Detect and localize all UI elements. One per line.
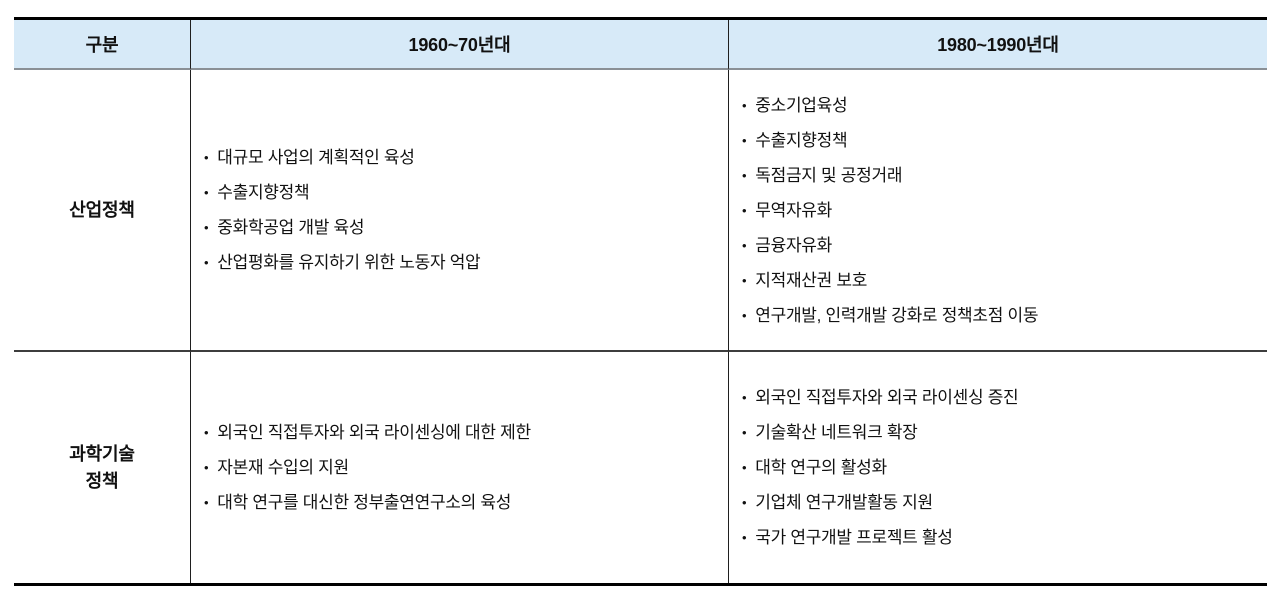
bullet-item: • 수출지향정책 — [204, 175, 718, 210]
bullet-item: • 무역자유화 — [742, 193, 1257, 228]
bullet-text: 대학 연구를 대신한 정부출연연구소의 육성 — [217, 493, 512, 512]
bullet-icon: • — [742, 202, 747, 218]
bullet-text: 외국인 직접투자와 외국 라이센싱 증진 — [755, 388, 1019, 407]
bullet-text: 국가 연구개발 프로젝트 활성 — [755, 528, 953, 547]
column-header-category: 구분 — [14, 20, 190, 70]
bullet-item: • 대규모 사업의 계획적인 육성 — [204, 140, 718, 175]
bullet-icon: • — [742, 97, 747, 113]
bullet-item: • 외국인 직접투자와 외국 라이센싱에 대한 제한 — [204, 415, 718, 450]
bullet-text: 수출지향정책 — [755, 130, 848, 150]
policy-comparison-table: 구분 1960~70년대 1980~1990년대 산업정책 • 대규모 사업의 계… — [14, 17, 1267, 586]
science-tech-1960s-list: • 외국인 직접투자와 외국 라이센싱에 대한 제한 • 자본재 수입의 지원 • 대학 … — [190, 352, 728, 583]
bullet-item: • 금융자유화 — [742, 228, 1257, 263]
bullet-icon: • — [742, 425, 747, 440]
bullet-icon: • — [204, 185, 209, 200]
bullet-icon: • — [742, 390, 747, 405]
bullet-icon: • — [742, 237, 747, 253]
label-line: 산업정책 — [69, 199, 135, 220]
science-tech-1980s-list: • 외국인 직접투자와 외국 라이센싱 증진 • 기술확산 네트워크 확장 • 대학 연구… — [728, 352, 1267, 583]
bullet-text: 대학 연구의 활성화 — [755, 458, 887, 477]
bullet-item: • 중소기업육성 — [742, 88, 1257, 123]
bullet-icon: • — [204, 255, 209, 270]
bullet-icon: • — [742, 460, 747, 475]
bullet-text: 중소기업육성 — [755, 95, 848, 115]
bullet-icon: • — [204, 425, 209, 440]
label-line: 과학기술 — [69, 443, 135, 464]
bullet-item: • 기술확산 네트워크 확장 — [742, 415, 1257, 450]
bullet-item: • 산업평화를 유지하기 위한 노동자 억압 — [204, 245, 718, 280]
bullet-icon: • — [204, 150, 209, 165]
column-header-period-1960s-label: 1960~70년대 — [408, 35, 511, 55]
bullet-item: • 기업체 연구개발활동 지원 — [742, 485, 1257, 520]
row-label-industrial-policy: 산업정책 — [14, 70, 190, 352]
bullet-item: • 수출지향정책 — [742, 123, 1257, 158]
bullet-text: 대규모 사업의 계획적인 육성 — [217, 148, 415, 167]
bullet-text: 독점금지 및 공정거래 — [755, 165, 903, 185]
bullet-text: 중화학공업 개발 육성 — [217, 218, 365, 237]
bullet-icon: • — [742, 272, 747, 288]
bullet-icon: • — [742, 307, 747, 323]
column-header-category-label: 구분 — [85, 35, 119, 55]
bullet-item: • 외국인 직접투자와 외국 라이센싱 증진 — [742, 380, 1257, 415]
column-header-period-1980s-label: 1980~1990년대 — [937, 35, 1059, 55]
bullet-item: • 대학 연구의 활성화 — [742, 450, 1257, 485]
bullet-icon: • — [204, 495, 209, 510]
bullet-text: 산업평화를 유지하기 위한 노동자 억압 — [217, 253, 481, 272]
column-header-period-1980s: 1980~1990년대 — [728, 20, 1267, 70]
bullet-item: • 자본재 수입의 지원 — [204, 450, 718, 485]
bullet-icon: • — [742, 132, 747, 148]
bullet-icon: • — [742, 530, 747, 545]
bullet-text: 수출지향정책 — [217, 183, 310, 202]
column-header-period-1960s: 1960~70년대 — [190, 20, 728, 70]
bullet-item: • 지적재산권 보호 — [742, 263, 1257, 298]
bullet-icon: • — [742, 167, 747, 183]
bullet-text: 기술확산 네트워크 확장 — [755, 423, 918, 442]
bullet-text: 무역자유화 — [755, 200, 832, 220]
bullet-item: • 연구개발, 인력개발 강화로 정책초점 이동 — [742, 298, 1257, 333]
bullet-text: 외국인 직접투자와 외국 라이센싱에 대한 제한 — [217, 423, 531, 442]
bullet-text: 자본재 수입의 지원 — [217, 458, 349, 477]
bullet-text: 지적재산권 보호 — [755, 270, 868, 290]
industrial-policy-1960s-list: • 대규모 사업의 계획적인 육성 • 수출지향정책 • 중화학공업 개발 육성 • 산업평화… — [190, 70, 728, 352]
bullet-item: • 대학 연구를 대신한 정부출연연구소의 육성 — [204, 485, 718, 520]
bullet-text: 연구개발, 인력개발 강화로 정책초점 이동 — [755, 305, 1039, 325]
bullet-icon: • — [204, 460, 209, 475]
label-line: 정책 — [85, 470, 119, 491]
bullet-item: • 국가 연구개발 프로젝트 활성 — [742, 520, 1257, 555]
bullet-item: • 중화학공업 개발 육성 — [204, 210, 718, 245]
industrial-policy-1980s-list: • 중소기업육성 • 수출지향정책 • 독점금지 및 공정거래 • 무역자유화 • 금융자유화 • 지… — [728, 70, 1267, 352]
bullet-text: 기업체 연구개발활동 지원 — [755, 493, 933, 512]
bullet-item: • 독점금지 및 공정거래 — [742, 158, 1257, 193]
bullet-icon: • — [204, 220, 209, 235]
bullet-icon: • — [742, 495, 747, 510]
bullet-text: 금융자유화 — [755, 235, 832, 255]
